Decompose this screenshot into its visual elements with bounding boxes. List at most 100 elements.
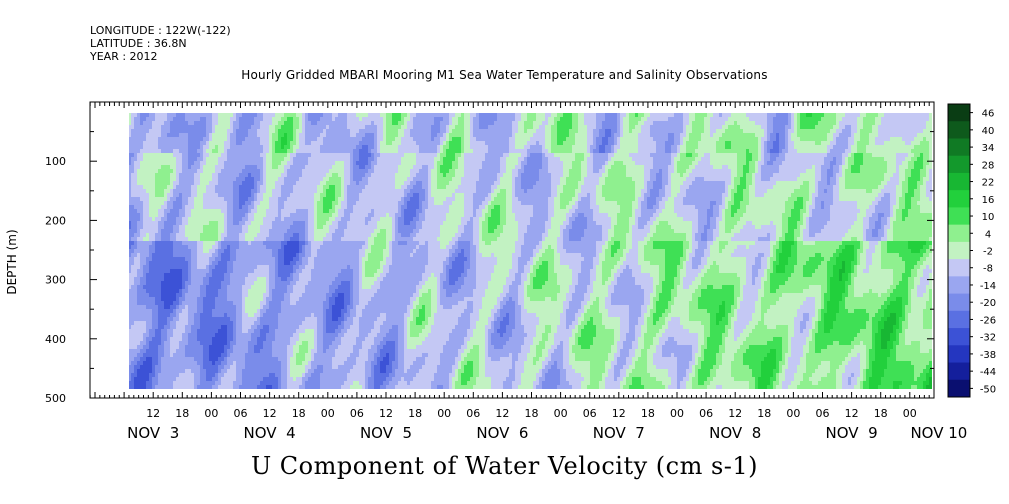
heatmap-cell [212,329,216,334]
heatmap-cell [125,237,128,241]
heatmap-cell [236,357,240,362]
heatmap-cell [200,185,204,190]
heatmap-cell [113,277,116,281]
heatmap-cell [212,293,216,298]
heatmap-cell [278,145,282,150]
heatmap-cell [167,257,171,262]
heatmap-cell [215,133,219,138]
heatmap-cell [224,321,228,326]
heatmap-cell [191,369,195,374]
heatmap-cell [149,201,153,206]
heatmap-cell [98,237,101,241]
heatmap-cell [197,305,201,310]
heatmap-cell [293,333,297,338]
heatmap-cell [206,253,210,258]
heatmap-cell [308,113,312,118]
heatmap-cell [257,165,261,170]
heatmap-cell [170,201,174,206]
heatmap-cell [263,201,267,206]
heatmap-cell [98,125,101,129]
heatmap-cell [251,229,255,234]
heatmap-cell [272,293,276,298]
heatmap-cell [224,169,228,174]
heatmap-cell [209,161,213,166]
heatmap-cell [248,313,252,318]
heatmap-cell [290,209,294,214]
heatmap-cell [290,145,294,150]
heatmap-cell [272,269,276,274]
heatmap-cell [122,309,125,313]
heatmap-cell [254,297,258,302]
heatmap-cell [161,265,165,270]
heatmap-cell [236,369,240,374]
heatmap-cell [101,121,104,125]
heatmap-cell [188,257,192,262]
heatmap-cell [299,293,303,298]
heatmap-cell [152,289,156,294]
heatmap-cell [263,197,267,202]
heatmap-cell [218,113,222,118]
heatmap-cell [122,361,125,365]
heatmap-cell [167,205,171,210]
heatmap-cell [182,305,186,310]
heatmap-cell [161,221,165,226]
heatmap-cell [260,113,264,118]
heatmap-cell [260,313,264,318]
heatmap-cell [173,113,177,118]
heatmap-cell [251,385,255,389]
heatmap-cell [116,165,119,169]
heatmap-cell [158,213,162,218]
heatmap-cell [110,233,113,237]
heatmap-cell [158,193,162,198]
heatmap-cell [95,381,98,385]
heatmap-cell [308,281,312,286]
heatmap-cell [302,245,306,250]
heatmap-cell [95,149,98,153]
heatmap-cell [143,141,147,146]
heatmap-cell [116,129,119,133]
heatmap-cell [164,373,168,378]
heatmap-cell [149,349,153,354]
heatmap-cell [170,233,174,238]
heatmap-cell [203,241,207,246]
heatmap-cell [104,121,107,125]
heatmap-cell [116,221,119,225]
heatmap-cell [152,305,156,310]
heatmap-cell [293,193,297,198]
heatmap-cell [263,213,267,218]
heatmap-cell [98,161,101,165]
heatmap-cell [116,229,119,233]
heatmap-cell [293,249,297,254]
heatmap-cell [209,177,213,182]
heatmap-cell [302,149,306,154]
heatmap-cell [308,273,312,278]
heatmap-cell [224,337,228,342]
heatmap-cell [167,269,171,274]
heatmap-cell [149,345,153,350]
heatmap-cell [254,201,258,206]
heatmap-cell [305,149,309,154]
heatmap-cell [134,361,138,366]
heatmap-cell [242,373,246,378]
heatmap-cell [284,137,288,142]
heatmap-cell [242,353,246,358]
heatmap-cell [305,213,309,218]
heatmap-cell [272,329,276,334]
heatmap-cell [98,365,101,369]
heatmap-cell [275,325,279,330]
heatmap-cell [146,249,150,254]
heatmap-cell [281,129,285,134]
heatmap-cell [149,365,153,370]
heatmap-cell [272,149,276,154]
heatmap-cell [212,289,216,294]
heatmap-cell [281,365,285,370]
heatmap-cell [230,173,234,178]
heatmap-cell [179,349,183,354]
heatmap-cell [293,133,297,138]
heatmap-cell [101,193,104,197]
heatmap-cell [290,241,294,246]
heatmap-cell [140,181,144,186]
heatmap-cell [200,233,204,238]
heatmap-cell [197,301,201,306]
heatmap-cell [296,273,300,278]
